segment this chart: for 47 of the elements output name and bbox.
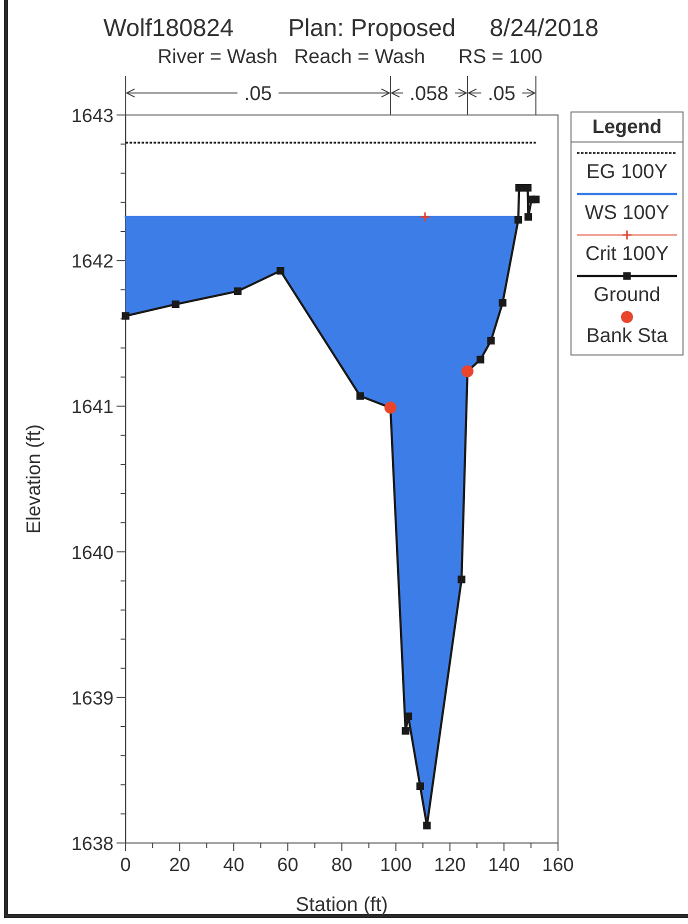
legend-label: EG 100Y: [586, 161, 668, 183]
point: [524, 184, 532, 192]
y-tick-label: 1638: [71, 834, 114, 855]
legend-label: WS 100Y: [584, 202, 670, 224]
point: [532, 196, 540, 204]
point: [122, 312, 130, 320]
point: [458, 576, 466, 584]
x-axis-title: Station (ft): [296, 894, 388, 916]
point: [172, 300, 180, 308]
point: [234, 287, 242, 295]
legend-label: Crit 100Y: [585, 243, 669, 265]
text: .058: [409, 83, 448, 105]
point: [476, 356, 484, 364]
point: [420, 212, 430, 222]
legend-title: Legend: [592, 116, 662, 138]
point: [461, 365, 474, 378]
x-tick-label: 100: [380, 855, 412, 876]
point: [487, 336, 495, 344]
x-tick-label: 80: [331, 855, 352, 876]
x-tick-label: 140: [488, 855, 520, 876]
x-tick-label: 60: [277, 855, 298, 876]
legend-label: Bank Sta: [586, 325, 668, 347]
x-tick-label: 120: [434, 855, 466, 876]
x-tick-label: 0: [120, 855, 131, 876]
point: [384, 402, 396, 414]
y-tick-label: 1640: [71, 542, 114, 564]
y-tick-label: 1643: [71, 106, 114, 127]
point: [356, 392, 364, 400]
chart-subtitle: River = Wash Reach = Wash RS = 100: [158, 46, 542, 68]
text: .05: [488, 83, 516, 105]
point: [416, 782, 424, 790]
x-tick-label: 20: [169, 855, 190, 876]
x-tick-label: 160: [542, 855, 574, 876]
point: [276, 266, 284, 275]
y-tick-label: 1639: [71, 688, 114, 710]
text: .05: [244, 83, 272, 105]
y-tick-label: 1642: [71, 252, 114, 273]
legend-label: Ground: [594, 284, 660, 306]
point: [402, 727, 410, 735]
point: [498, 299, 506, 307]
point: [524, 213, 532, 221]
point: [423, 822, 431, 830]
y-tick-label: 1641: [71, 397, 114, 418]
x-tick-label: 40: [223, 855, 244, 876]
y-axis-title: Elevation (ft): [23, 424, 45, 534]
point: [514, 216, 522, 224]
chart-title: Wolf180824 Plan: Proposed 8/24/2018: [103, 15, 599, 42]
